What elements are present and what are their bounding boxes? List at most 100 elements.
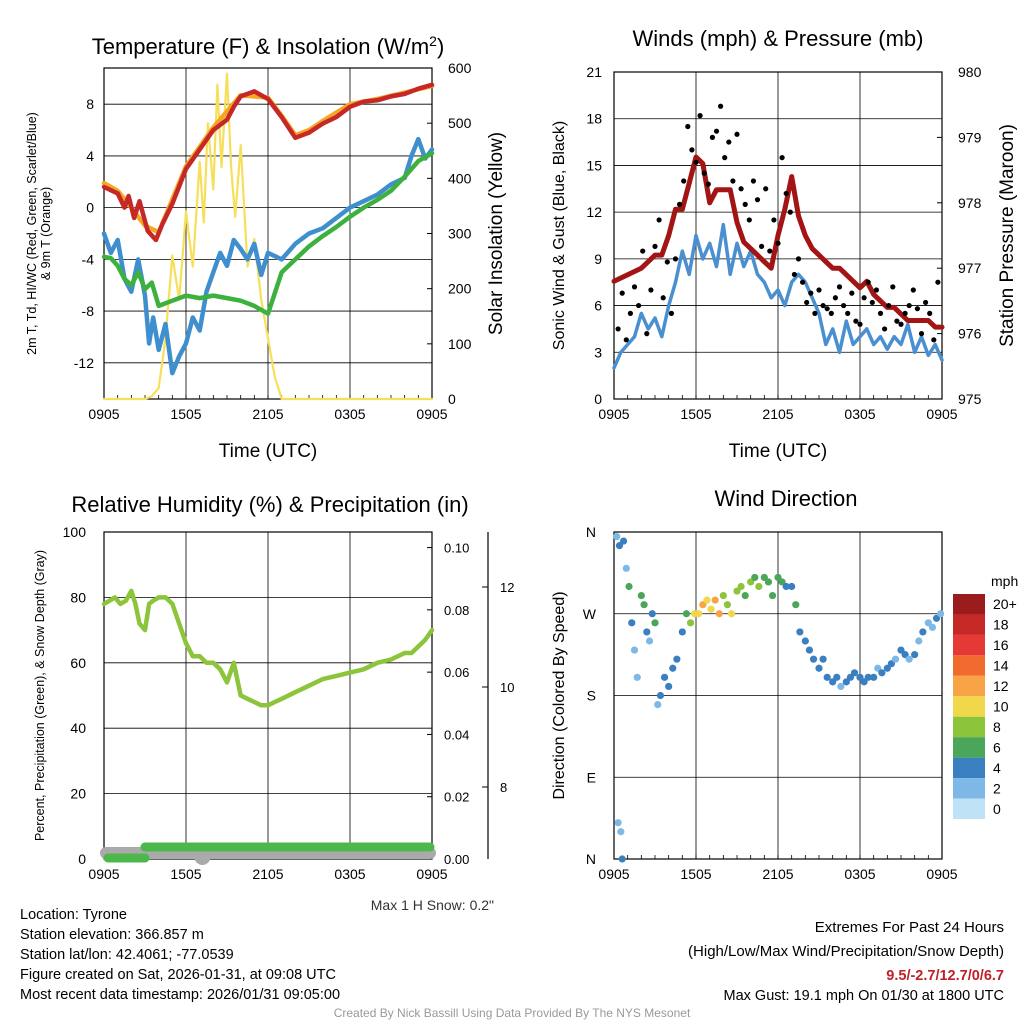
direction-point [682, 610, 691, 618]
extremes-values: 9.5/-2.7/12.7/0/6.7 [886, 968, 1004, 984]
x-tick-label: 2105 [762, 406, 793, 422]
title-sup: 2 [429, 33, 437, 49]
y2-tick-label: 400 [448, 170, 472, 186]
gust-point [759, 243, 765, 249]
gust-point [664, 259, 670, 265]
x-tick-label: 2105 [762, 866, 793, 882]
created-text: Figure created on Sat, 2026-01-31, at 09… [20, 967, 336, 983]
colorbar-label: 2 [993, 780, 1001, 796]
direction-point [628, 619, 636, 627]
series-line-sonic-wind [612, 222, 944, 370]
gust-point [750, 178, 757, 184]
gust-point [631, 284, 638, 290]
y2-tick-label: 0.00 [444, 852, 469, 867]
y2-axis-title: Station Pressure (Maroon) [997, 124, 1018, 347]
direction-point [878, 669, 886, 677]
credit-line: Created By Nick Bassill Using Data Provi… [333, 1006, 691, 1020]
gust-point [722, 155, 728, 161]
title-main: Temperature (F) & Insolation (W/m [92, 34, 429, 59]
x-tick-label: 0905 [88, 406, 119, 422]
gust-point [906, 302, 912, 309]
direction-point [669, 664, 677, 672]
gust-point [869, 299, 875, 306]
snow-depth-blob [194, 849, 211, 865]
gust-point [636, 302, 642, 309]
y-tick-label: 9 [594, 251, 602, 267]
direction-point [618, 855, 626, 863]
y2-tick-label: 100 [448, 336, 472, 352]
location-text: Location: Tyrone [20, 907, 127, 923]
gust-point [623, 337, 629, 343]
gust-point [808, 290, 814, 296]
y-tick-label: 18 [586, 111, 602, 127]
x-tick-label: 0905 [416, 866, 447, 882]
colorbar-swatch [953, 675, 985, 697]
gust-point [668, 310, 675, 316]
direction-point [633, 673, 641, 681]
y2-tick-label: 200 [448, 281, 472, 297]
gust-point [730, 178, 736, 184]
extremes-subtitle: (High/Low/Max Wind/Precipitation/Snow De… [688, 943, 1004, 960]
gust-point [779, 155, 785, 161]
colorbar-swatch [953, 778, 985, 799]
gust-point [619, 290, 625, 296]
x-tick-label: 2105 [252, 406, 283, 422]
gust-point [865, 279, 871, 285]
direction-point [715, 610, 723, 618]
direction-point [630, 646, 639, 654]
y2-tick-label: 600 [448, 60, 472, 76]
direction-point [815, 664, 823, 672]
y-tick-label: -12 [74, 355, 94, 371]
recent-text: Most recent data timestamp: 2026/01/31 0… [20, 987, 341, 1003]
y2-tick-label: 977 [958, 260, 982, 276]
direction-point [707, 605, 715, 613]
direction-point [768, 591, 777, 600]
direction-point [656, 691, 665, 700]
direction-point [809, 655, 818, 663]
direction-point [723, 601, 732, 609]
direction-point [643, 628, 651, 636]
direction-point [796, 628, 804, 636]
y3-tick-label: 10 [500, 680, 514, 695]
gust-point [841, 302, 847, 309]
colorbar-swatch [953, 655, 985, 676]
gust-point [709, 134, 716, 140]
gust-point [775, 240, 781, 246]
y-axis-title: Direction (Colored By Speed) [551, 591, 568, 799]
y-tick-label: 20 [70, 786, 86, 802]
chart-title: Wind Direction [714, 486, 857, 511]
gust-point [931, 337, 937, 343]
gust-point [783, 190, 789, 197]
direction-point [915, 637, 923, 645]
direction-point [801, 637, 809, 645]
x-axis-title: Time (UTC) [729, 441, 828, 462]
direction-point [619, 537, 628, 545]
y2-tick-label: 980 [958, 64, 982, 80]
direction-point [788, 582, 796, 591]
elevation-text: Station elevation: 366.857 m [20, 927, 204, 943]
gust-point [923, 299, 929, 306]
direction-point [637, 591, 645, 600]
gust-point [656, 217, 662, 223]
y-tick-label: E [587, 769, 596, 785]
series-line-2m-t [101, 82, 435, 243]
gust-point [800, 279, 806, 285]
gust-point [627, 310, 634, 316]
max-snow-note: Max 1 H Snow: 0.2" [370, 897, 494, 913]
gust-point [644, 331, 650, 337]
y3-tick-label: 12 [500, 580, 514, 595]
y2-tick-label: 0 [448, 391, 456, 407]
direction-point [905, 655, 913, 663]
x-tick-label: 0305 [844, 866, 875, 882]
gust-point [672, 256, 679, 262]
y2-tick-label: 0.06 [444, 665, 469, 680]
gust-point [836, 284, 843, 290]
direction-point [850, 669, 859, 677]
gust-point [877, 310, 884, 316]
x-tick-label: 1505 [170, 406, 201, 422]
direction-point [703, 596, 711, 604]
y-tick-label: 100 [63, 524, 87, 540]
gust-point [718, 103, 724, 109]
